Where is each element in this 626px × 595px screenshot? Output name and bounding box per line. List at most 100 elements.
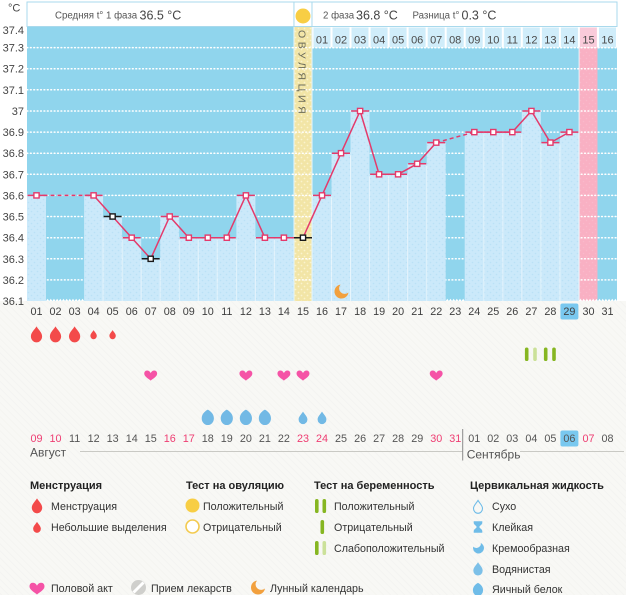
svg-text:05: 05 (107, 306, 119, 318)
svg-text:13: 13 (259, 306, 271, 318)
svg-text:Отрицательный: Отрицательный (334, 522, 413, 534)
svg-text:36.8 °C: 36.8 °C (356, 9, 398, 23)
svg-text:Положительный: Положительный (334, 501, 414, 513)
svg-text:37.2: 37.2 (3, 64, 24, 76)
svg-text:Средняя t° 1 фаза: Средняя t° 1 фаза (55, 11, 138, 22)
svg-text:28: 28 (544, 306, 556, 318)
svg-text:08: 08 (601, 433, 613, 445)
svg-text:ОВУЛЯЦИЯ: ОВУЛЯЦИЯ (296, 30, 308, 117)
svg-text:26: 26 (506, 306, 518, 318)
svg-text:Небольшие выделения: Небольшие выделения (51, 522, 167, 534)
svg-text:25: 25 (335, 433, 347, 445)
svg-text:09: 09 (183, 306, 195, 318)
svg-text:Менструация: Менструация (30, 480, 102, 492)
svg-text:17: 17 (335, 306, 347, 318)
svg-text:30: 30 (430, 433, 442, 445)
svg-text:2 фаза: 2 фаза (323, 11, 355, 22)
svg-text:Сухо: Сухо (492, 501, 516, 513)
svg-text:02: 02 (49, 306, 61, 318)
svg-text:20: 20 (240, 433, 252, 445)
svg-text:15: 15 (582, 35, 594, 47)
svg-text:Отрицательный: Отрицательный (203, 522, 282, 534)
svg-text:36.4: 36.4 (3, 233, 24, 245)
svg-text:31: 31 (449, 433, 461, 445)
svg-text:18: 18 (202, 433, 214, 445)
svg-text:04: 04 (525, 433, 537, 445)
svg-text:09: 09 (468, 35, 480, 47)
svg-text:15: 15 (145, 433, 157, 445)
svg-text:24: 24 (316, 433, 328, 445)
svg-text:37.1: 37.1 (3, 85, 24, 97)
svg-text:19: 19 (221, 433, 233, 445)
svg-text:36.9: 36.9 (3, 127, 24, 139)
svg-text:Сентябрь: Сентябрь (467, 448, 521, 462)
svg-text:27: 27 (525, 306, 537, 318)
svg-text:Цервикальная жидкость: Цервикальная жидкость (470, 480, 604, 492)
svg-text:01: 01 (468, 433, 480, 445)
svg-text:36.5 °C: 36.5 °C (140, 9, 182, 23)
svg-text:22: 22 (430, 306, 442, 318)
svg-text:22: 22 (278, 433, 290, 445)
svg-text:0.3 °C: 0.3 °C (462, 9, 497, 23)
svg-text:Водянистая: Водянистая (492, 564, 551, 576)
svg-text:07: 07 (145, 306, 157, 318)
svg-text:26: 26 (354, 433, 366, 445)
svg-text:10: 10 (202, 306, 214, 318)
svg-text:04: 04 (88, 306, 100, 318)
svg-text:05: 05 (392, 35, 404, 47)
svg-text:20: 20 (392, 306, 404, 318)
svg-text:29: 29 (563, 306, 575, 318)
svg-text:Менструация: Менструация (51, 501, 117, 513)
svg-text:Лунный календарь: Лунный календарь (270, 583, 364, 595)
svg-text:Положительный: Положительный (203, 501, 283, 513)
svg-text:29: 29 (411, 433, 423, 445)
svg-text:Половой акт: Половой акт (51, 583, 113, 595)
svg-text:12: 12 (88, 433, 100, 445)
svg-text:36.6: 36.6 (3, 190, 24, 202)
svg-text:16: 16 (601, 35, 613, 47)
svg-text:14: 14 (126, 433, 138, 445)
svg-text:08: 08 (164, 306, 176, 318)
svg-text:Тест на овуляцию: Тест на овуляцию (186, 480, 284, 492)
svg-text:06: 06 (563, 433, 575, 445)
svg-text:02: 02 (335, 35, 347, 47)
svg-text:Разница t°: Разница t° (413, 11, 460, 22)
svg-text:31: 31 (601, 306, 613, 318)
svg-text:30: 30 (582, 306, 594, 318)
svg-text:14: 14 (563, 35, 575, 47)
svg-text:36.1: 36.1 (3, 296, 24, 308)
svg-text:12: 12 (525, 35, 537, 47)
svg-text:37.4: 37.4 (3, 25, 24, 37)
svg-text:09: 09 (30, 433, 42, 445)
svg-text:Август: Август (30, 446, 67, 460)
svg-text:05: 05 (544, 433, 556, 445)
svg-text:10: 10 (487, 35, 499, 47)
svg-text:37: 37 (12, 106, 24, 118)
svg-text:28: 28 (392, 433, 404, 445)
svg-text:27: 27 (373, 433, 385, 445)
svg-text:36.7: 36.7 (3, 169, 24, 181)
svg-text:18: 18 (354, 306, 366, 318)
svg-text:10: 10 (49, 433, 61, 445)
svg-text:11: 11 (69, 433, 80, 445)
svg-text:19: 19 (373, 306, 385, 318)
svg-text:Кремообразная: Кремообразная (492, 543, 570, 555)
svg-text:08: 08 (449, 35, 461, 47)
svg-text:36.8: 36.8 (3, 148, 24, 160)
svg-text:15: 15 (297, 306, 309, 318)
svg-text:12: 12 (240, 306, 252, 318)
svg-text:03: 03 (69, 306, 81, 318)
svg-text:11: 11 (507, 35, 518, 47)
svg-text:21: 21 (259, 433, 271, 445)
svg-text:04: 04 (373, 35, 385, 47)
svg-text:16: 16 (316, 306, 328, 318)
svg-text:06: 06 (126, 306, 138, 318)
svg-text:13: 13 (107, 433, 119, 445)
svg-text:25: 25 (487, 306, 499, 318)
svg-text:01: 01 (30, 306, 42, 318)
svg-text:°C: °C (8, 3, 20, 15)
svg-text:23: 23 (449, 306, 461, 318)
svg-text:36.3: 36.3 (3, 254, 24, 266)
svg-text:37.3: 37.3 (3, 43, 24, 55)
svg-text:16: 16 (164, 433, 176, 445)
